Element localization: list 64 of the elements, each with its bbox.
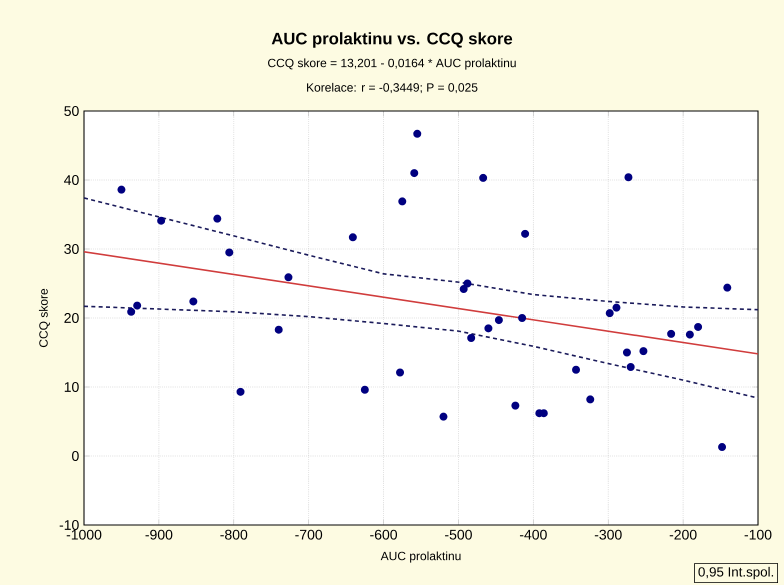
point [189,297,198,306]
point [586,395,594,404]
point [694,322,702,331]
point [572,366,580,374]
y-tick-label: 20 [64,313,79,323]
y-tick-label: 40 [64,175,79,185]
point [133,302,142,310]
y-tick-label: -10 [60,520,79,530]
y-axis-title: CCQ skore [38,288,50,348]
point [439,412,448,421]
point [484,324,492,332]
point [127,308,136,316]
point [274,326,283,334]
text: Korelace: r = -0,3449; P = 0,025 [307,82,478,94]
x-tick-label: -200 [670,530,697,540]
point [718,443,726,452]
y-tick-label: 10 [64,382,79,392]
point [626,362,635,371]
point [360,386,369,394]
chart-title: AUC prolaktinu vs. CCQ skore [272,32,512,48]
y-tick-label: 30 [64,244,79,254]
point [479,174,488,182]
x-tick-label: -1000 [66,530,102,540]
point [518,314,526,322]
point [225,248,234,256]
point [413,130,422,138]
x-tick-label: -300 [594,530,622,540]
x-tick-label: -500 [445,530,472,540]
x-tick-label: -700 [295,530,322,540]
point [494,316,503,324]
point [396,368,404,377]
point [460,285,468,294]
x-tick-label: -800 [220,530,248,540]
point [686,330,694,339]
line-series [84,305,758,399]
point [348,233,357,242]
point [410,169,418,178]
point [511,402,520,410]
x-tick-label: -400 [520,530,547,540]
point [284,273,292,282]
point [624,173,632,182]
point [521,230,530,238]
line-series [84,197,758,311]
chart-subtitle: CCQ skore = 13,201 - 0,0164 * AUC prolaktinu [268,58,516,70]
point [213,214,222,223]
point [723,284,732,292]
x-tick-label: -600 [370,530,398,540]
point [667,330,676,338]
y-tick-label: 50 [64,106,79,116]
point [639,347,648,356]
point [236,388,245,396]
y-tick-label: 0 [72,451,79,461]
text: 0,95 Int.spol. [698,566,774,580]
point [612,304,620,312]
point [398,197,406,206]
point [157,216,166,225]
point [117,186,126,194]
x-axis-title: AUC prolaktinu [380,551,461,563]
x-tick-label: -100 [744,530,772,540]
point [463,280,472,288]
point [606,309,614,318]
point [622,348,631,356]
point [467,334,476,342]
x-tick-label: -900 [146,530,172,540]
